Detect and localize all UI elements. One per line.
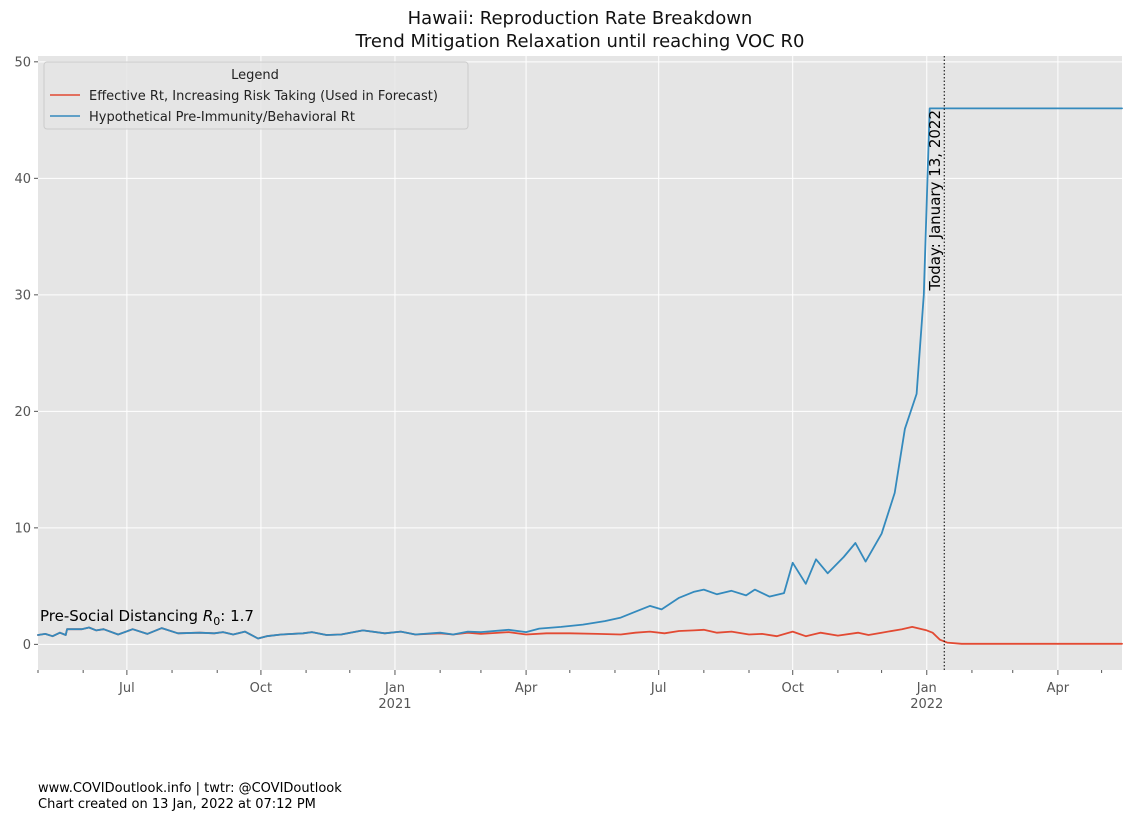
legend: Legend Effective Rt, Increasing Risk Tak… — [43, 61, 469, 130]
today-marker: Today: January 13, 2022 — [926, 56, 945, 670]
footer-credits: www.COVIDoutlook.info | twtr: @COVIDoutl… — [38, 781, 342, 796]
footer: www.COVIDoutlook.info | twtr: @COVIDoutl… — [38, 781, 342, 813]
r0-annotation-subscript: 0 — [213, 615, 220, 628]
x-tick-year: 2022 — [910, 697, 943, 712]
r0-annotation-prefix: Pre-Social Distancing — [40, 607, 203, 625]
y-tick-label: 20 — [14, 405, 31, 420]
today-label: Today: January 13, 2022 — [926, 110, 944, 292]
y-tick-label: 30 — [14, 288, 31, 303]
x-tick-label: Jan — [384, 681, 405, 696]
x-tick-label: Oct — [781, 681, 803, 696]
r0-annotation-value: : 1.7 — [220, 607, 254, 625]
x-tick-label: Oct — [250, 681, 272, 696]
series-line-1 — [37, 107, 1123, 640]
x-tick-label: Apr — [515, 681, 538, 696]
footer-created: Chart created on 13 Jan, 2022 at 07:12 P… — [38, 797, 316, 812]
r0-annotation: Pre-Social Distancing R0: 1.7 — [40, 607, 254, 628]
series-layer — [37, 107, 1123, 645]
legend-label-hypothetical-rt: Hypothetical Pre-Immunity/Behavioral Rt — [89, 110, 355, 125]
x-tick-label: Jul — [650, 681, 667, 696]
r0-annotation-symbol: R — [203, 607, 213, 625]
y-tick-label: 10 — [14, 521, 31, 536]
legend-title: Legend — [231, 68, 279, 83]
x-tick-label: Apr — [1047, 681, 1070, 696]
plot-area — [38, 56, 1122, 670]
y-tick-label: 50 — [14, 55, 31, 70]
x-tick-label: Jan — [916, 681, 937, 696]
x-tick-label: Jul — [118, 681, 135, 696]
y-tick-label: 0 — [23, 638, 31, 653]
legend-box — [43, 61, 469, 130]
chart-subtitle: Trend Mitigation Relaxation until reachi… — [355, 31, 805, 52]
y-tick-label: 40 — [14, 172, 31, 187]
x-tick-year: 2021 — [378, 697, 411, 712]
legend-label-effective-rt: Effective Rt, Increasing Risk Taking (Us… — [89, 89, 438, 104]
chart-title: Hawaii: Reproduction Rate Breakdown — [408, 8, 753, 29]
